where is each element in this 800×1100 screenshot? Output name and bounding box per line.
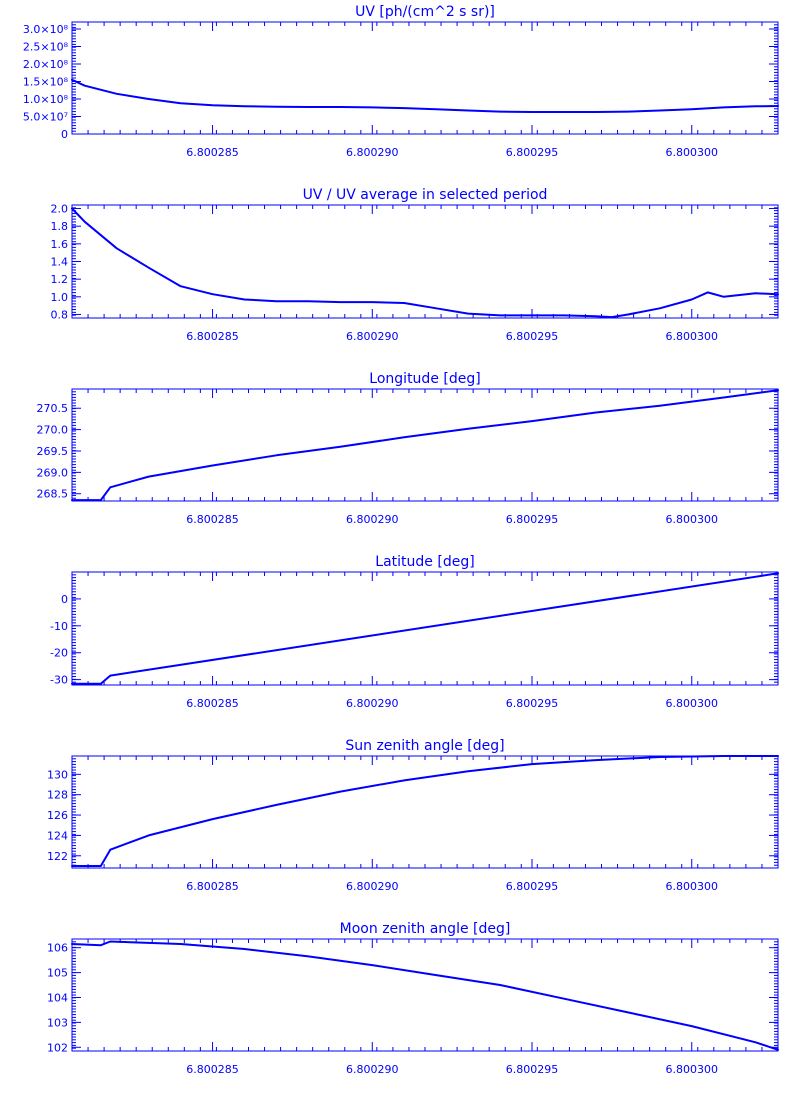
y-tick-label: 268.5 [37,488,69,501]
y-tick-label: 1.2 [51,273,69,286]
x-tick-label: 6.800300 [665,146,718,159]
series-line-1 [71,572,779,685]
y-tick-label: 2.0×10⁸ [23,58,69,71]
x-tick-label: 6.800300 [665,880,718,893]
x-tick-label: 6.800295 [506,330,559,343]
y-tick-label: 102 [47,1041,68,1054]
x-tick-label: 6.800295 [506,146,559,159]
chart-panel-5: Sun zenith angle [deg] 122 124 126 128 130 6.8… [47,738,779,893]
y-tick-label: 0 [61,593,68,606]
y-tick-label: 1.6 [51,238,69,251]
y-tick-label: 269.5 [37,445,69,458]
x-tick-label: 6.800295 [506,697,559,710]
series-line-1 [71,389,779,502]
y-tick-label: 106 [47,942,68,955]
y-tick-label: -10 [50,620,68,633]
plot-frame [71,388,779,502]
plot-frame [71,204,779,319]
y-tick-label: 2.0 [51,203,69,216]
x-tick-label: 6.800285 [186,330,239,343]
x-tick-label: 6.800290 [346,1063,399,1076]
x-tick-label: 6.800290 [346,697,399,710]
y-tick-label: 270.5 [37,402,69,415]
x-tick-label: 6.800285 [186,1063,239,1076]
x-tick-label: 6.800300 [665,513,718,526]
chart-title: Longitude [deg] [369,371,480,387]
chart-title: Sun zenith angle [deg] [345,738,504,754]
y-tick-label: 124 [47,829,68,842]
y-tick-label: 5.0×10⁷ [23,111,68,124]
x-tick-label: 6.800295 [506,513,559,526]
chart-panel-1: UV [ph/(cm^2 s sr)] 0 5.0×10⁷ 1.0×10⁸ 1.5×10… [23,4,779,159]
y-tick-label: 269.0 [37,466,69,479]
x-tick-label: 6.800285 [186,146,239,159]
y-tick-label: 1.8 [51,220,69,233]
y-tick-label: 3.0×10⁸ [23,23,69,36]
chart-panel-2: UV / UV average in selected period 0.8 1.0… [51,187,779,343]
y-tick-label: 1.0 [51,291,69,304]
plot-frame [71,755,779,869]
y-tick-label: 103 [47,1016,68,1029]
chart-panel-4: Latitude [deg] -30 -20 -10 0 6.800285 6.800290… [50,554,779,710]
y-tick-label: 0 [61,128,68,141]
y-tick-label: 1.4 [51,256,69,269]
y-tick-label: 270.0 [37,424,69,437]
series-line-1 [71,78,779,113]
y-tick-label: 128 [47,789,68,802]
chart-title: UV / UV average in selected period [303,187,548,203]
chart-title: Moon zenith angle [deg] [340,921,511,937]
x-tick-label: 6.800295 [506,880,559,893]
y-tick-label: 126 [47,809,68,822]
y-tick-label: -30 [50,674,68,687]
y-tick-label: -20 [50,647,68,660]
y-tick-label: 2.5×10⁸ [23,41,69,54]
x-tick-label: 6.800285 [186,697,239,710]
x-tick-label: 6.800285 [186,880,239,893]
y-tick-label: 0.8 [51,308,69,321]
y-tick-label: 130 [47,768,68,781]
y-tick-label: 122 [47,850,68,863]
chart-panel-3: Longitude [deg] 268.5 269.0 269.5 270.0 270.5… [37,371,779,526]
chart-title: UV [ph/(cm^2 s sr)] [355,4,495,20]
y-tick-label: 1.0×10⁸ [23,93,69,106]
x-tick-label: 6.800295 [506,1063,559,1076]
x-tick-label: 6.800300 [665,1063,718,1076]
chart-title: Latitude [deg] [375,554,474,570]
y-tick-label: 104 [47,991,68,1004]
x-tick-label: 6.800290 [346,880,399,893]
plot-frame [71,21,779,135]
series-line-1 [71,207,779,319]
x-tick-label: 6.800290 [346,513,399,526]
x-tick-label: 6.800300 [665,697,718,710]
series-line-1 [71,755,779,867]
plot-frame [71,938,779,1052]
x-tick-label: 6.800300 [665,330,718,343]
x-tick-label: 6.800290 [346,330,399,343]
y-tick-label: 105 [47,967,68,980]
y-tick-label: 1.5×10⁸ [23,76,69,89]
series-line-1 [71,940,779,1051]
x-tick-label: 6.800290 [346,146,399,159]
chart-panel-6: Moon zenith angle [deg] 102 103 104 105 106 6.… [47,921,779,1076]
x-tick-label: 6.800285 [186,513,239,526]
